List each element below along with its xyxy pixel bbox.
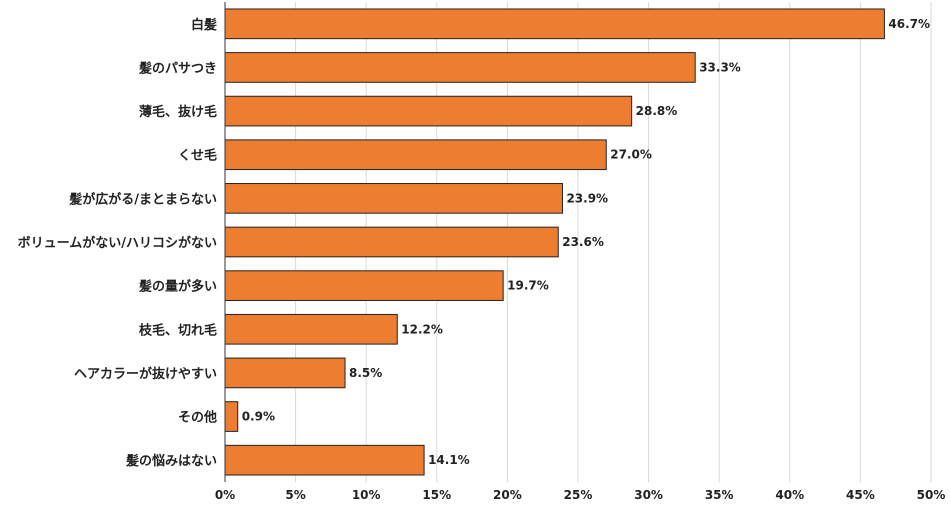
x-tick-label: 10% <box>352 488 381 502</box>
x-tick-label: 45% <box>846 488 875 502</box>
bar <box>224 313 398 345</box>
category-label: 薄毛、抜け毛 <box>139 104 217 120</box>
bar <box>224 444 425 476</box>
value-labels: 46.7% 33.3% 28.8% 27.0% 23.9% 23.6% 19.7% 12.2%… <box>242 17 930 467</box>
value-label: 28.8% <box>636 104 678 118</box>
category-label: くせ毛 <box>178 148 217 164</box>
value-label: 33.3% <box>699 60 741 74</box>
category-label: ボリュームがない/ハリコシがない <box>18 235 217 251</box>
bar <box>224 8 885 40</box>
category-labels: 白髪髪のパサつき薄毛、抜け毛くせ毛髪が広がる/まとまらないボリュームがない/ハリ… <box>18 17 217 469</box>
x-axis-tick-labels: 0% 5% 10% 15% 20% 25% 30% 35% 40% 45% 50% <box>215 488 946 502</box>
value-label: 23.6% <box>562 235 604 249</box>
value-label: 14.1% <box>428 453 470 467</box>
bar <box>224 357 346 389</box>
category-label: 髪の量が多い <box>138 279 217 295</box>
value-label: 23.9% <box>566 191 608 205</box>
value-label: 12.2% <box>401 322 443 336</box>
bar <box>224 226 559 258</box>
bar <box>224 401 239 432</box>
category-label: ヘアカラーが抜けやすい <box>74 366 217 382</box>
category-label: 枝毛、切れ毛 <box>138 322 217 338</box>
category-label: その他 <box>178 410 217 426</box>
value-label: 27.0% <box>610 148 652 162</box>
x-tick-label: 25% <box>564 488 593 502</box>
bars <box>224 8 885 476</box>
bar <box>224 139 607 171</box>
bar <box>224 95 633 127</box>
x-tick-label: 35% <box>705 488 734 502</box>
x-tick-label: 40% <box>775 488 804 502</box>
bar <box>224 52 696 83</box>
value-label: 46.7% <box>888 17 930 31</box>
bar <box>224 270 504 301</box>
x-tick-label: 30% <box>634 488 663 502</box>
category-label: 髪のパサつき <box>138 60 217 76</box>
category-label: 白髪 <box>191 17 217 33</box>
value-label: 19.7% <box>507 279 549 293</box>
category-label: 髪の悩みはない <box>125 453 217 469</box>
x-tick-label: 15% <box>422 488 451 502</box>
x-tick-label: 0% <box>215 488 235 502</box>
x-tick-label: 50% <box>917 488 946 502</box>
category-label: 髪が広がる/まとまらない <box>68 191 217 207</box>
value-label: 0.9% <box>242 410 275 424</box>
x-tick-label: 5% <box>285 488 305 502</box>
bar <box>224 183 563 214</box>
x-tick-label: 20% <box>493 488 522 502</box>
value-label: 8.5% <box>349 366 382 380</box>
